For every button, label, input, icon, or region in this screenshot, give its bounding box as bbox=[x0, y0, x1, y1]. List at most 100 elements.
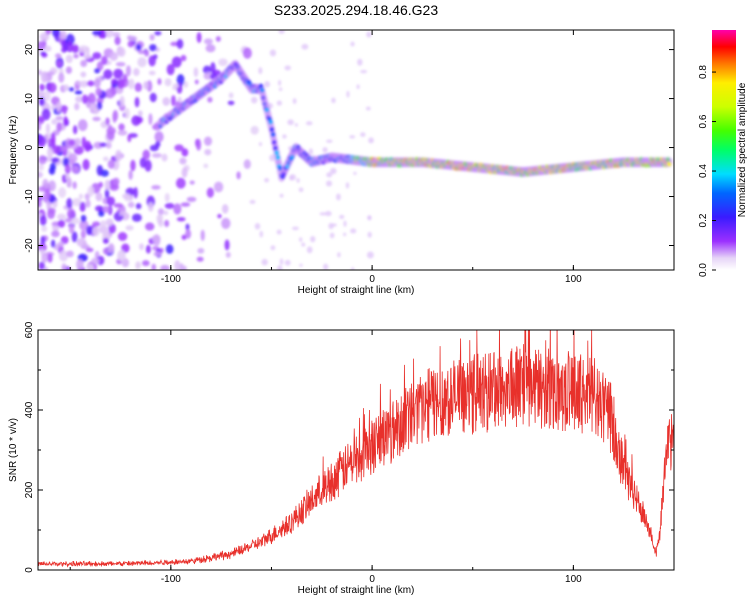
heatmap-cell bbox=[203, 163, 209, 169]
heatmap-cell bbox=[85, 46, 90, 56]
heatmap-cell bbox=[351, 267, 355, 270]
heatmap-cell bbox=[105, 30, 114, 38]
heatmap-cell bbox=[243, 159, 251, 170]
heatmap-cell bbox=[221, 204, 229, 214]
heatmap-cell bbox=[87, 185, 95, 197]
heatmap-cell bbox=[154, 31, 162, 36]
heatmap-cell bbox=[68, 139, 76, 146]
heatmap-background bbox=[38, 30, 674, 270]
heatmap-cell bbox=[73, 53, 79, 59]
heatmap-cell bbox=[51, 118, 58, 125]
heatmap-cell bbox=[38, 171, 44, 178]
colorbar-label: Normalized spectral amplitude bbox=[737, 82, 748, 217]
x-tick-label: 0 bbox=[369, 574, 375, 585]
heatmap-cell bbox=[95, 87, 102, 96]
heatmap-cell bbox=[330, 167, 337, 175]
heatmap-cell bbox=[269, 127, 275, 132]
heatmap-y-axis: -20 -10 0 10 20 bbox=[24, 44, 674, 253]
heatmap-cell bbox=[92, 221, 101, 227]
heatmap-cell bbox=[284, 259, 291, 266]
heatmap-cell bbox=[250, 125, 259, 135]
y-tick-label: 200 bbox=[24, 481, 35, 498]
y-tick-label: -10 bbox=[24, 189, 35, 204]
heatmap-cell bbox=[279, 258, 284, 266]
x-tick-label: -100 bbox=[161, 274, 181, 285]
colorbar-tick-label: 0.2 bbox=[698, 213, 709, 227]
heatmap-cell bbox=[66, 208, 76, 220]
heatmap-cell bbox=[278, 87, 283, 92]
heatmap-cell bbox=[112, 31, 121, 38]
heatmap-cell bbox=[183, 81, 189, 89]
heatmap-cells bbox=[38, 30, 673, 270]
heatmap-cell bbox=[325, 211, 332, 217]
heatmap-cell bbox=[86, 80, 95, 87]
heatmap-cell bbox=[207, 96, 213, 103]
heatmap-cell bbox=[242, 47, 252, 59]
heatmap-cell bbox=[203, 38, 213, 45]
heatmap-cell bbox=[165, 244, 174, 254]
heatmap-cell bbox=[343, 220, 347, 227]
heatmap-cell bbox=[65, 66, 72, 74]
heatmap-cell bbox=[38, 155, 47, 165]
heatmap-cell bbox=[117, 78, 125, 90]
heatmap-cell bbox=[114, 36, 121, 46]
heatmap-cell bbox=[110, 78, 118, 86]
heatmap-cell bbox=[55, 115, 64, 121]
heatmap-cell bbox=[66, 41, 74, 53]
x-tick-label: 0 bbox=[369, 274, 375, 285]
heatmap-cell bbox=[74, 90, 83, 95]
heatmap-cell bbox=[119, 95, 125, 108]
heatmap-cell bbox=[258, 67, 263, 75]
heatmap-cell bbox=[173, 203, 182, 215]
heatmap-cell bbox=[113, 68, 124, 79]
colorbar-strip bbox=[712, 30, 736, 270]
heatmap-cell bbox=[205, 44, 216, 53]
y-tick-label: 0 bbox=[24, 144, 35, 150]
heatmap-cell bbox=[180, 202, 191, 207]
heatmap-cell bbox=[143, 81, 149, 90]
heatmap-cell bbox=[87, 263, 95, 270]
heatmap-cell bbox=[176, 38, 184, 50]
heatmap-cell bbox=[221, 217, 231, 230]
y-tick-label: 600 bbox=[24, 321, 35, 338]
heatmap-cell bbox=[144, 159, 152, 172]
heatmap-cell bbox=[298, 187, 304, 193]
heatmap-cell bbox=[139, 157, 147, 168]
heatmap-cell bbox=[65, 54, 73, 64]
heatmap-cell bbox=[163, 210, 169, 216]
x-tick-label: -100 bbox=[161, 574, 181, 585]
heatmap-cell bbox=[92, 226, 100, 237]
heatmap-cell bbox=[104, 187, 110, 200]
heatmap-cell bbox=[50, 239, 56, 248]
heatmap-cell bbox=[258, 142, 263, 147]
colorbar-tick-label: 0.6 bbox=[698, 114, 709, 128]
heatmap-cell bbox=[206, 187, 215, 198]
heatmap-cell bbox=[109, 51, 119, 61]
heatmap-cell bbox=[59, 30, 67, 40]
heatmap-cell bbox=[41, 252, 48, 263]
heatmap-cell bbox=[287, 119, 294, 126]
heatmap-cell bbox=[275, 155, 281, 160]
heatmap-cell bbox=[72, 181, 77, 190]
heatmap-cell bbox=[74, 102, 80, 111]
heatmap-cell bbox=[118, 123, 125, 131]
heatmap-cell bbox=[61, 39, 67, 49]
heatmap-cell bbox=[125, 225, 134, 231]
heatmap-cell bbox=[80, 214, 87, 223]
heatmap-cell bbox=[82, 159, 90, 171]
heatmap-cell bbox=[336, 193, 341, 201]
heatmap-cell bbox=[76, 258, 84, 270]
heatmap-cell bbox=[269, 154, 276, 162]
heatmap-cell bbox=[149, 92, 157, 103]
heatmap-cell bbox=[71, 165, 80, 174]
y-tick-label: 400 bbox=[24, 401, 35, 418]
heatmap-cell bbox=[353, 171, 357, 175]
heatmap-cell bbox=[215, 36, 221, 42]
heatmap-cell bbox=[181, 234, 187, 240]
colorbar: 0.0 0.2 0.4 0.6 0.8 Normalized spectral ampl… bbox=[698, 30, 748, 277]
heatmap-cell bbox=[78, 193, 84, 200]
heatmap-cell bbox=[106, 196, 116, 206]
heatmap-cell bbox=[228, 92, 234, 99]
heatmap-cell bbox=[62, 106, 67, 115]
